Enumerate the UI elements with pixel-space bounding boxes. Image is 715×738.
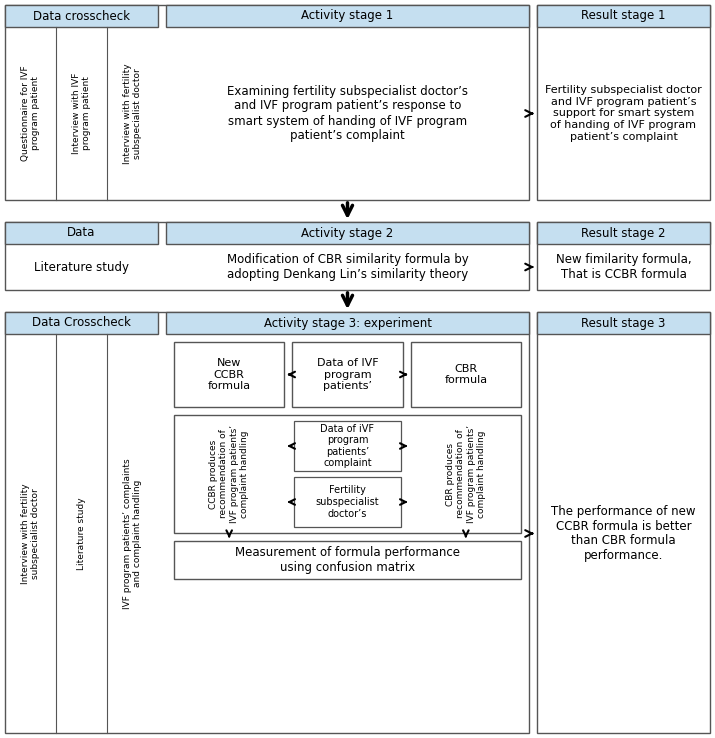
Text: Literature study: Literature study	[34, 261, 129, 274]
Bar	[174, 342, 285, 407]
Text: Result stage 1: Result stage 1	[581, 10, 666, 22]
Text: Interview with IVF
program patient: Interview with IVF program patient	[72, 73, 92, 154]
Text: Result stage 2: Result stage 2	[581, 227, 666, 240]
Bar	[166, 312, 529, 334]
Text: Result stage 3: Result stage 3	[581, 317, 666, 329]
Text: Data of IVF
program
patients’: Data of IVF program patients’	[317, 358, 378, 391]
Text: Questionnaire for IVF
program patient: Questionnaire for IVF program patient	[21, 66, 40, 162]
Text: Data crosscheck: Data crosscheck	[33, 10, 130, 22]
Bar	[537, 5, 710, 200]
Text: CCBR produces
recommendation of
IVF program patients’
complaint handling: CCBR produces recommendation of IVF prog…	[209, 425, 250, 523]
Text: Activity stage 3: experiment: Activity stage 3: experiment	[264, 317, 431, 329]
Bar	[5, 312, 158, 334]
Bar	[5, 312, 529, 733]
Bar	[5, 222, 158, 244]
Text: Modification of CBR similarity formula by
adopting Denkang Lin’s similarity theo: Modification of CBR similarity formula b…	[227, 253, 468, 281]
Text: Measurement of formula performance
using confusion matrix: Measurement of formula performance using…	[235, 546, 460, 574]
Text: New fimilarity formula,
That is CCBR formula: New fimilarity formula, That is CCBR for…	[556, 253, 691, 281]
Text: CBR produces
recommendation of
IVF program patients’
complaint handling: CBR produces recommendation of IVF progr…	[445, 425, 486, 523]
Bar	[5, 222, 529, 290]
Bar	[292, 342, 403, 407]
Bar	[537, 312, 710, 733]
Bar	[537, 312, 710, 334]
Bar	[295, 421, 400, 471]
Bar	[174, 415, 521, 533]
Bar	[537, 222, 710, 244]
Bar	[174, 541, 521, 579]
Text: New
CCBR
formula: New CCBR formula	[207, 358, 251, 391]
Text: Activity stage 1: Activity stage 1	[302, 10, 394, 22]
Text: Activity stage 2: Activity stage 2	[302, 227, 394, 240]
Bar	[537, 5, 710, 27]
Text: CBR
formula: CBR formula	[444, 364, 488, 385]
Text: Interview with fertility
subspecialist doctor: Interview with fertility subspecialist d…	[21, 483, 40, 584]
Bar	[166, 222, 529, 244]
Bar	[537, 222, 710, 290]
Text: The performance of new
CCBR formula is better
than CBR formula
performance.: The performance of new CCBR formula is b…	[551, 505, 696, 562]
Text: Fertility
subspecialist
doctor’s: Fertility subspecialist doctor’s	[316, 486, 380, 519]
Text: Data: Data	[67, 227, 96, 240]
Bar	[410, 342, 521, 407]
Text: Examining fertility subspecialist doctor’s
and IVF program patient’s response to: Examining fertility subspecialist doctor…	[227, 84, 468, 142]
Text: Fertility subspecialist doctor
and IVF program patient’s
support for smart syste: Fertility subspecialist doctor and IVF p…	[545, 86, 702, 142]
Text: Literature study: Literature study	[77, 497, 86, 570]
Text: Data of iVF
program
patients’
complaint: Data of iVF program patients’ complaint	[320, 424, 375, 469]
Bar	[5, 5, 529, 200]
Bar	[5, 5, 158, 27]
Text: IVF program patients’ complaints
and complaint handling: IVF program patients’ complaints and com…	[123, 458, 142, 609]
Bar	[295, 477, 400, 527]
Text: Data Crosscheck: Data Crosscheck	[32, 317, 131, 329]
Text: Interview with fertility
subspecialist doctor: Interview with fertility subspecialist d…	[123, 63, 142, 164]
Bar	[166, 5, 529, 27]
